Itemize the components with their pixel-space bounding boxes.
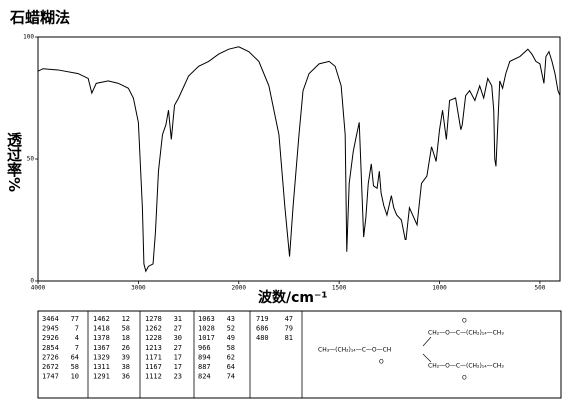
wavenumber-cell: 1171	[145, 353, 162, 361]
carbonyl-oxygen: O	[462, 318, 467, 325]
x-axis-label: 波数/cm⁻¹	[258, 289, 328, 306]
x-tick-label: 500	[535, 285, 546, 292]
transmittance-cell: 64	[71, 353, 79, 361]
transmittance-cell: 27	[174, 325, 182, 333]
transmittance-cell: 39	[122, 353, 130, 361]
wavenumber-cell: 1418	[93, 325, 110, 333]
x-tick-label: 4000	[31, 285, 46, 292]
wavenumber-cell: 1291	[93, 373, 110, 381]
wavenumber-cell: 1028	[198, 325, 215, 333]
transmittance-cell: 58	[122, 325, 130, 333]
carbonyl-oxygen: O	[462, 375, 467, 382]
x-tick-label: 3000	[131, 285, 146, 292]
wavenumber-cell: 1311	[93, 363, 110, 371]
wavenumber-cell: 1329	[93, 353, 110, 361]
transmittance-cell: 64	[227, 363, 235, 371]
transmittance-cell: 52	[227, 325, 235, 333]
structure-line: CH₃—(CH₂)₁₄—C—O—CH	[318, 347, 391, 354]
wavenumber-cell: 1167	[145, 363, 162, 371]
transmittance-cell: 81	[285, 334, 293, 342]
y-tick-label: 50	[27, 156, 35, 163]
transmittance-cell: 62	[227, 353, 235, 361]
wavenumber-cell: 1278	[145, 315, 162, 323]
wavenumber-cell: 1213	[145, 344, 162, 352]
transmittance-cell: 47	[285, 315, 293, 323]
transmittance-cell: 58	[227, 344, 235, 352]
plot-frame	[37, 36, 561, 282]
carbonyl-oxygen: O	[379, 359, 384, 366]
wavenumber-cell: 2945	[42, 325, 59, 333]
wavenumber-cell: 966	[198, 344, 211, 352]
transmittance-cell: 4	[75, 334, 79, 342]
transmittance-cell: 58	[71, 363, 79, 371]
wavenumber-cell: 1017	[198, 334, 215, 342]
wavenumber-cell: 894	[198, 353, 211, 361]
wavenumber-cell: 1063	[198, 315, 215, 323]
wavenumber-cell: 1367	[93, 344, 110, 352]
transmittance-cell: 77	[71, 315, 79, 323]
transmittance-cell: 17	[174, 363, 182, 371]
wavenumber-cell: 824	[198, 373, 211, 381]
transmittance-cell: 7	[75, 325, 79, 333]
wavenumber-cell: 2854	[42, 344, 59, 352]
structure: CH₃—(CH₂)₁₄—C—O—CH CH₂—O—C—(CH₂)₁₄—CH₃ C…	[318, 318, 504, 382]
table-frame	[37, 310, 562, 399]
wavenumber-cell: 686	[256, 325, 269, 333]
chart-title: 石蜡糊法	[9, 9, 70, 27]
y-axis-label: 透过率%	[5, 132, 23, 192]
structure-line: CH₂—O—C—(CH₂)₁₄—CH₃	[428, 330, 504, 337]
x-tick-label: 1500	[332, 285, 347, 292]
transmittance-cell: 79	[285, 325, 293, 333]
transmittance-cell: 26	[122, 344, 130, 352]
bond	[422, 353, 432, 363]
transmittance-cell: 49	[227, 334, 235, 342]
transmittance-cell: 12	[122, 315, 130, 323]
wavenumber-cell: 719	[256, 315, 269, 323]
y-tick-label: 100	[23, 34, 34, 41]
transmittance-cell: 10	[71, 373, 79, 381]
structure-line: CH₂—O—C—(CH₂)₁₄—CH₃	[428, 363, 504, 370]
transmittance-cell: 31	[174, 315, 182, 323]
wavenumber-cell: 1228	[145, 334, 162, 342]
transmittance-cell: 23	[174, 373, 182, 381]
wavenumber-cell: 887	[198, 363, 211, 371]
spectrum-line	[37, 46, 561, 273]
wavenumber-cell: 1262	[145, 325, 162, 333]
table-dividers	[87, 311, 303, 398]
wavenumber-cell: 2726	[42, 353, 59, 361]
wavenumber-cell: 1378	[93, 334, 110, 342]
transmittance-cell: 74	[227, 373, 235, 381]
wavenumber-cell: 1462	[93, 315, 110, 323]
transmittance-cell: 18	[122, 334, 130, 342]
transmittance-cell: 36	[122, 373, 130, 381]
wavenumber-cell: 480	[256, 334, 269, 342]
x-tick-label: 1000	[432, 285, 447, 292]
transmittance-cell: 7	[75, 344, 79, 352]
transmittance-cell: 27	[174, 344, 182, 352]
transmittance-cell: 17	[174, 353, 182, 361]
wavenumber-cell: 3464	[42, 315, 59, 323]
wavenumber-cell: 1112	[145, 373, 162, 381]
x-tick-label: 2000	[232, 285, 247, 292]
y-tick-label: 0	[30, 278, 34, 285]
wavenumber-cell: 2926	[42, 334, 59, 342]
transmittance-cell: 43	[227, 315, 235, 323]
transmittance-cell: 30	[174, 334, 182, 342]
transmittance-cell: 38	[122, 363, 130, 371]
wavenumber-cell: 1747	[42, 373, 59, 381]
wavenumber-cell: 2672	[42, 363, 59, 371]
bond	[422, 336, 432, 347]
